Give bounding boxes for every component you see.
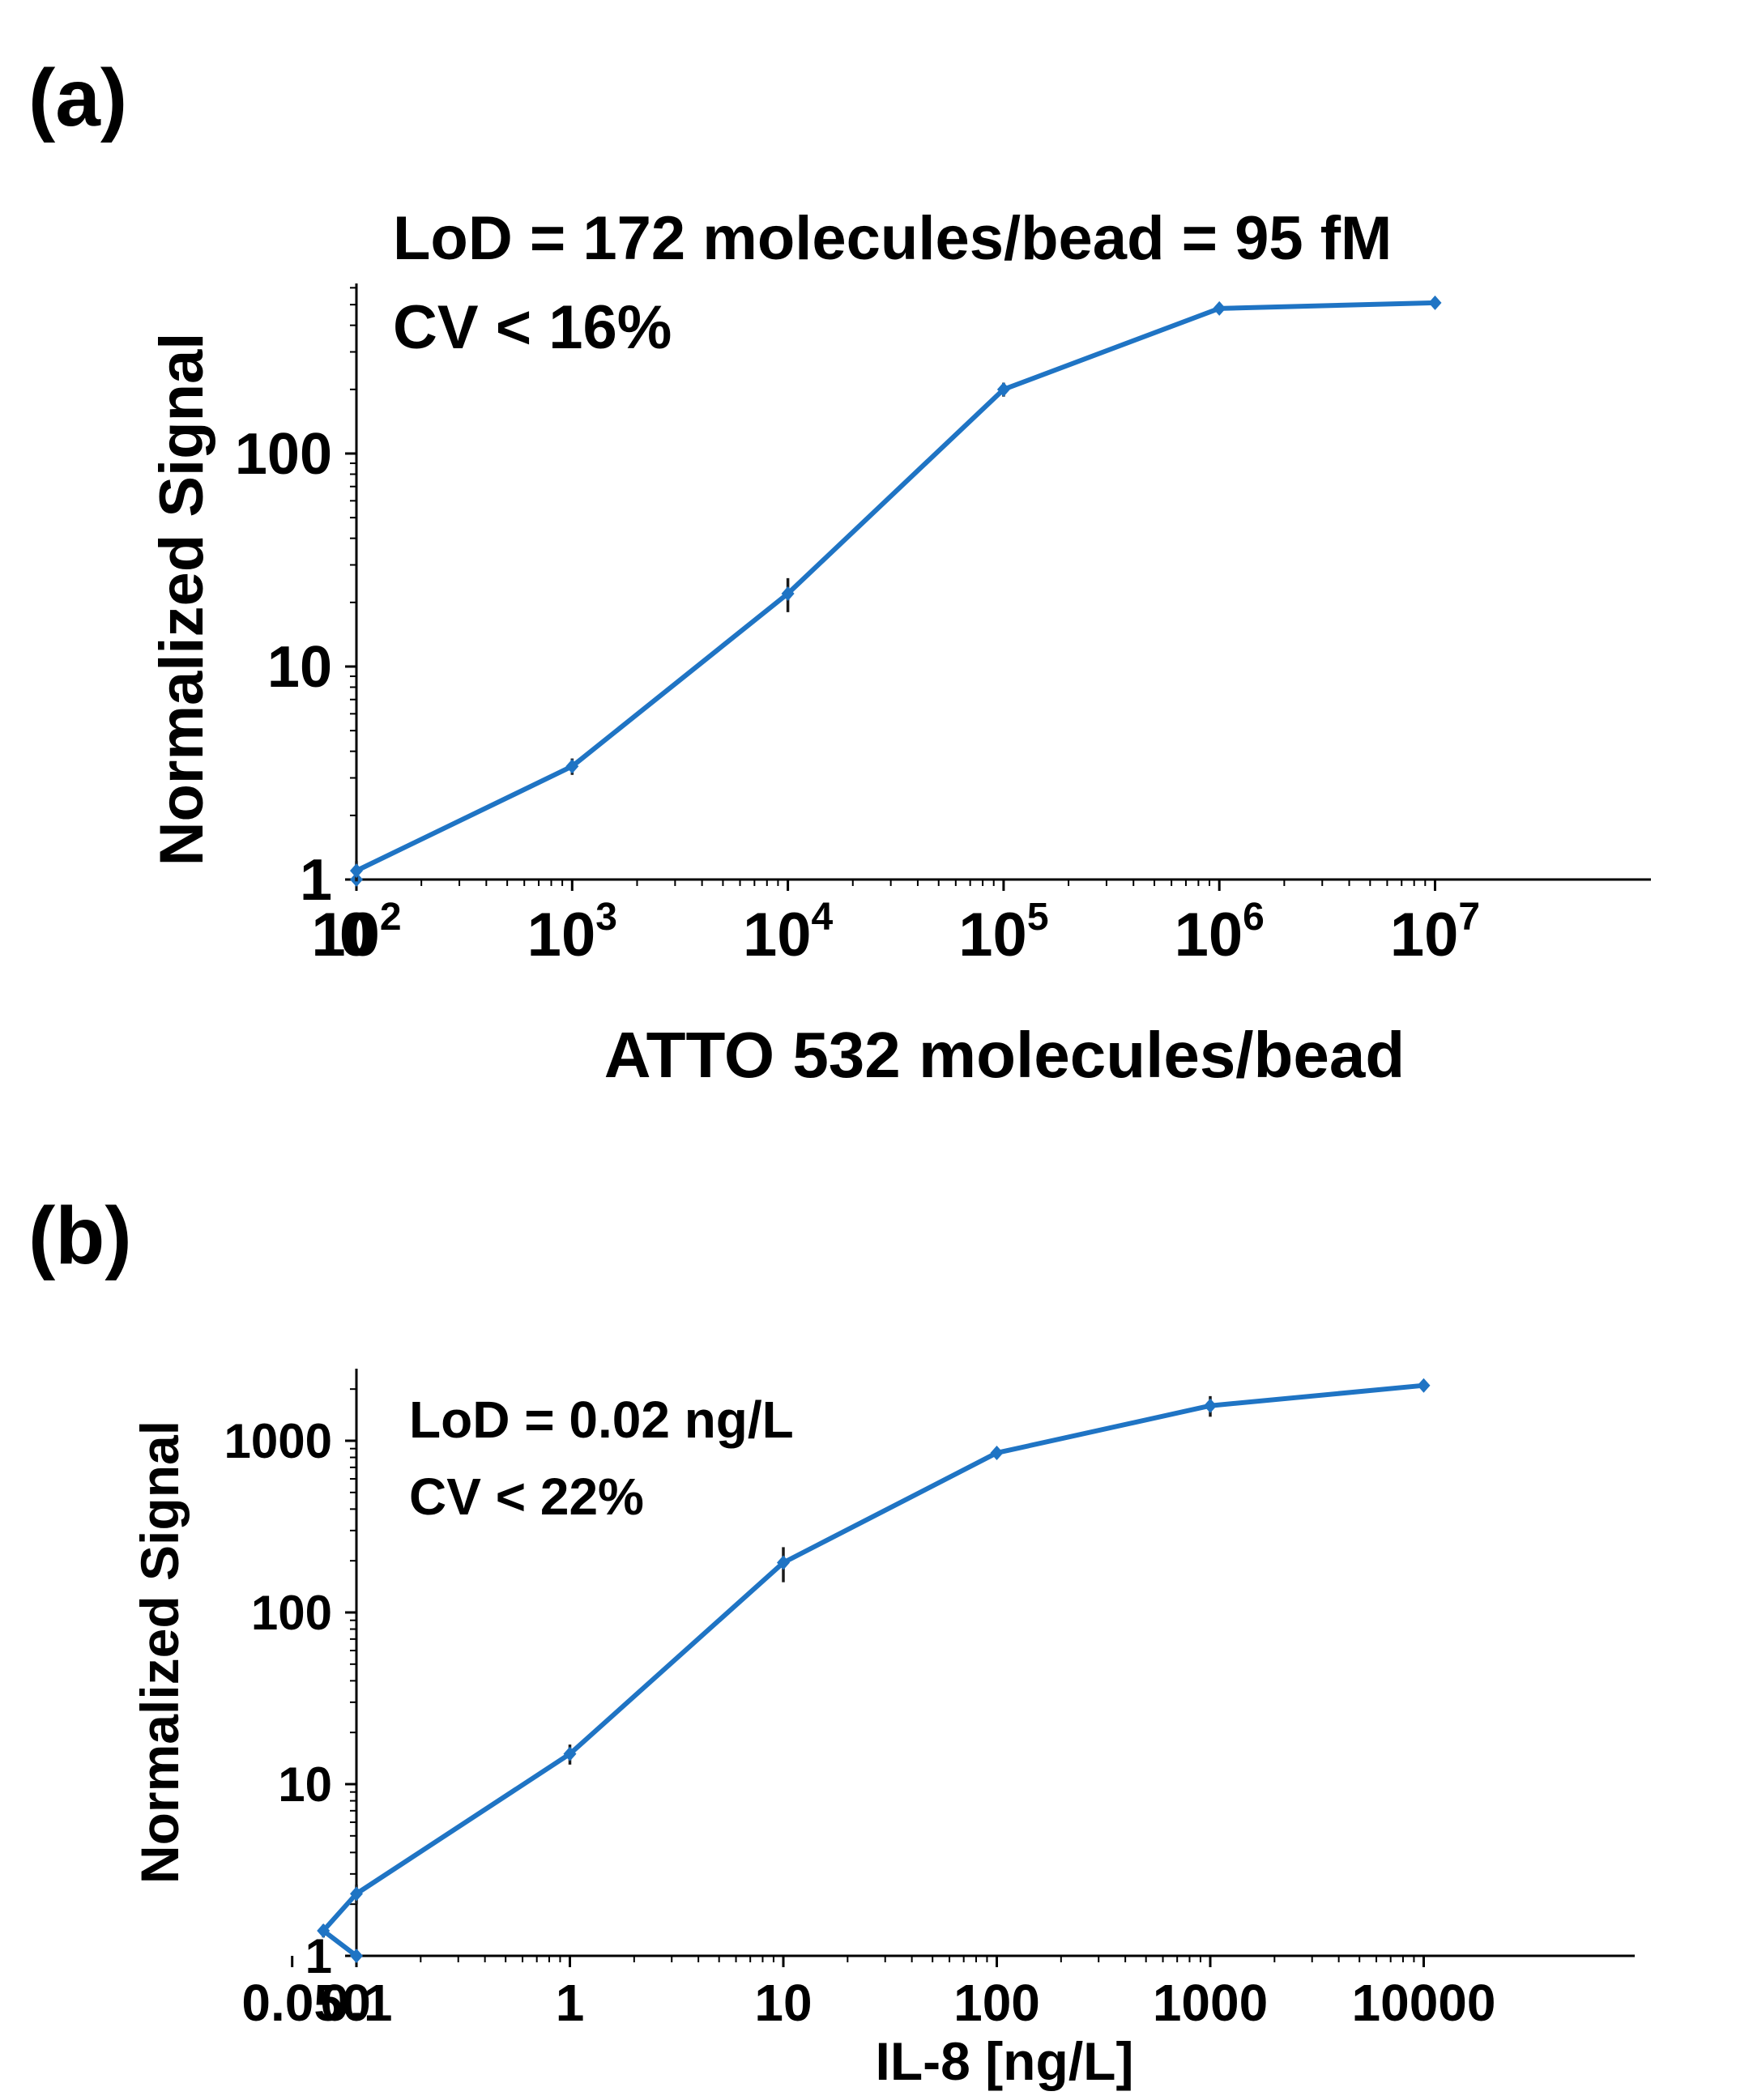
series-line [354,300,1435,880]
x-tick-label: 102 [311,896,401,969]
x-tick-base: 10 [1390,901,1459,969]
x-tick-base: 10 [527,901,596,969]
x-tick-base: 10 [754,1974,812,2032]
x-tick-exponent: 4 [812,896,834,939]
x-tick-base: 1 [556,1974,585,2032]
x-tick-base: 1000 [1153,1974,1268,2032]
data-point [565,759,579,774]
x-tick-label: 103 [527,896,617,969]
x-tick-label: 105 [958,896,1048,969]
panel-label: (b) [28,1191,132,1281]
y-tick-label: 10 [267,635,332,700]
x-tick-label: 0 [339,901,373,969]
x-tick-label: 10 [754,1974,812,2032]
x-tick-base: 10 [311,901,380,969]
data-point [781,586,795,601]
x-tick-base: 10000 [1352,1974,1496,2032]
x-tick-base: 10 [1175,901,1243,969]
x-tick-base: 0.1 [321,1974,393,2032]
x-tick-label: 0 [342,1974,371,2032]
x-tick-base: 0 [339,901,373,969]
data-point [317,1923,331,1939]
x-tick-label: 1 [556,1974,585,2032]
x-tick-label: 104 [743,896,834,969]
x-tick-label: 107 [1390,896,1480,969]
data-point [1428,295,1442,310]
x-tick-label: 1000 [1153,1974,1268,2032]
x-tick-label: 100 [953,1974,1040,2032]
y-tick-label: 1 [300,848,332,913]
annotation-text: LoD = 0.02 ng/L [409,1391,794,1449]
x-tick-exponent: 7 [1458,896,1480,939]
x-tick-label: 10000 [1352,1974,1496,2032]
data-point [996,381,1010,397]
data-point [1213,300,1226,316]
data-point [777,1555,790,1570]
annotation-text: CV < 16% [393,293,672,362]
panel-label: (a) [28,53,127,143]
y-axis-label: Normalized Signal [130,1421,190,1884]
x-tick-exponent: 6 [1243,896,1265,939]
data-point [563,1746,577,1761]
x-tick-base: 100 [953,1974,1040,2032]
data-point [350,1949,363,1963]
x-tick-label: 0.05 [241,1974,343,2032]
x-tick-exponent: 2 [380,896,402,939]
y-tick-label: 100 [235,422,332,487]
x-tick-exponent: 5 [1027,896,1049,939]
x-axis-label: ATTO 532 molecules/bead [604,1019,1405,1091]
x-tick-label: 0.1 [321,1974,393,2032]
y-tick-label: 1000 [224,1414,332,1468]
x-tick-label: 106 [1175,896,1265,969]
y-axis-label: Normalized Signal [147,333,216,867]
x-tick-exponent: 3 [595,896,617,939]
data-point [350,1886,363,1902]
data-point [350,863,363,879]
series-line [321,1382,1424,1958]
data-point [990,1445,1004,1460]
data-point [1204,1398,1217,1413]
x-tick-base: 0 [342,1974,371,2032]
data-point [1417,1378,1431,1393]
annotation-text: LoD = 172 molecules/bead = 95 fM [393,204,1392,273]
x-axis-label: IL-8 [ng/L] [876,2031,1134,2091]
x-tick-base: 0.05 [241,1974,343,2032]
y-tick-label: 10 [278,1757,332,1812]
y-tick-label: 1 [305,1929,332,1983]
y-tick-label: 100 [251,1586,332,1640]
x-tick-base: 10 [743,901,812,969]
annotation-text: CV < 22% [409,1467,644,1526]
x-tick-base: 10 [958,901,1027,969]
